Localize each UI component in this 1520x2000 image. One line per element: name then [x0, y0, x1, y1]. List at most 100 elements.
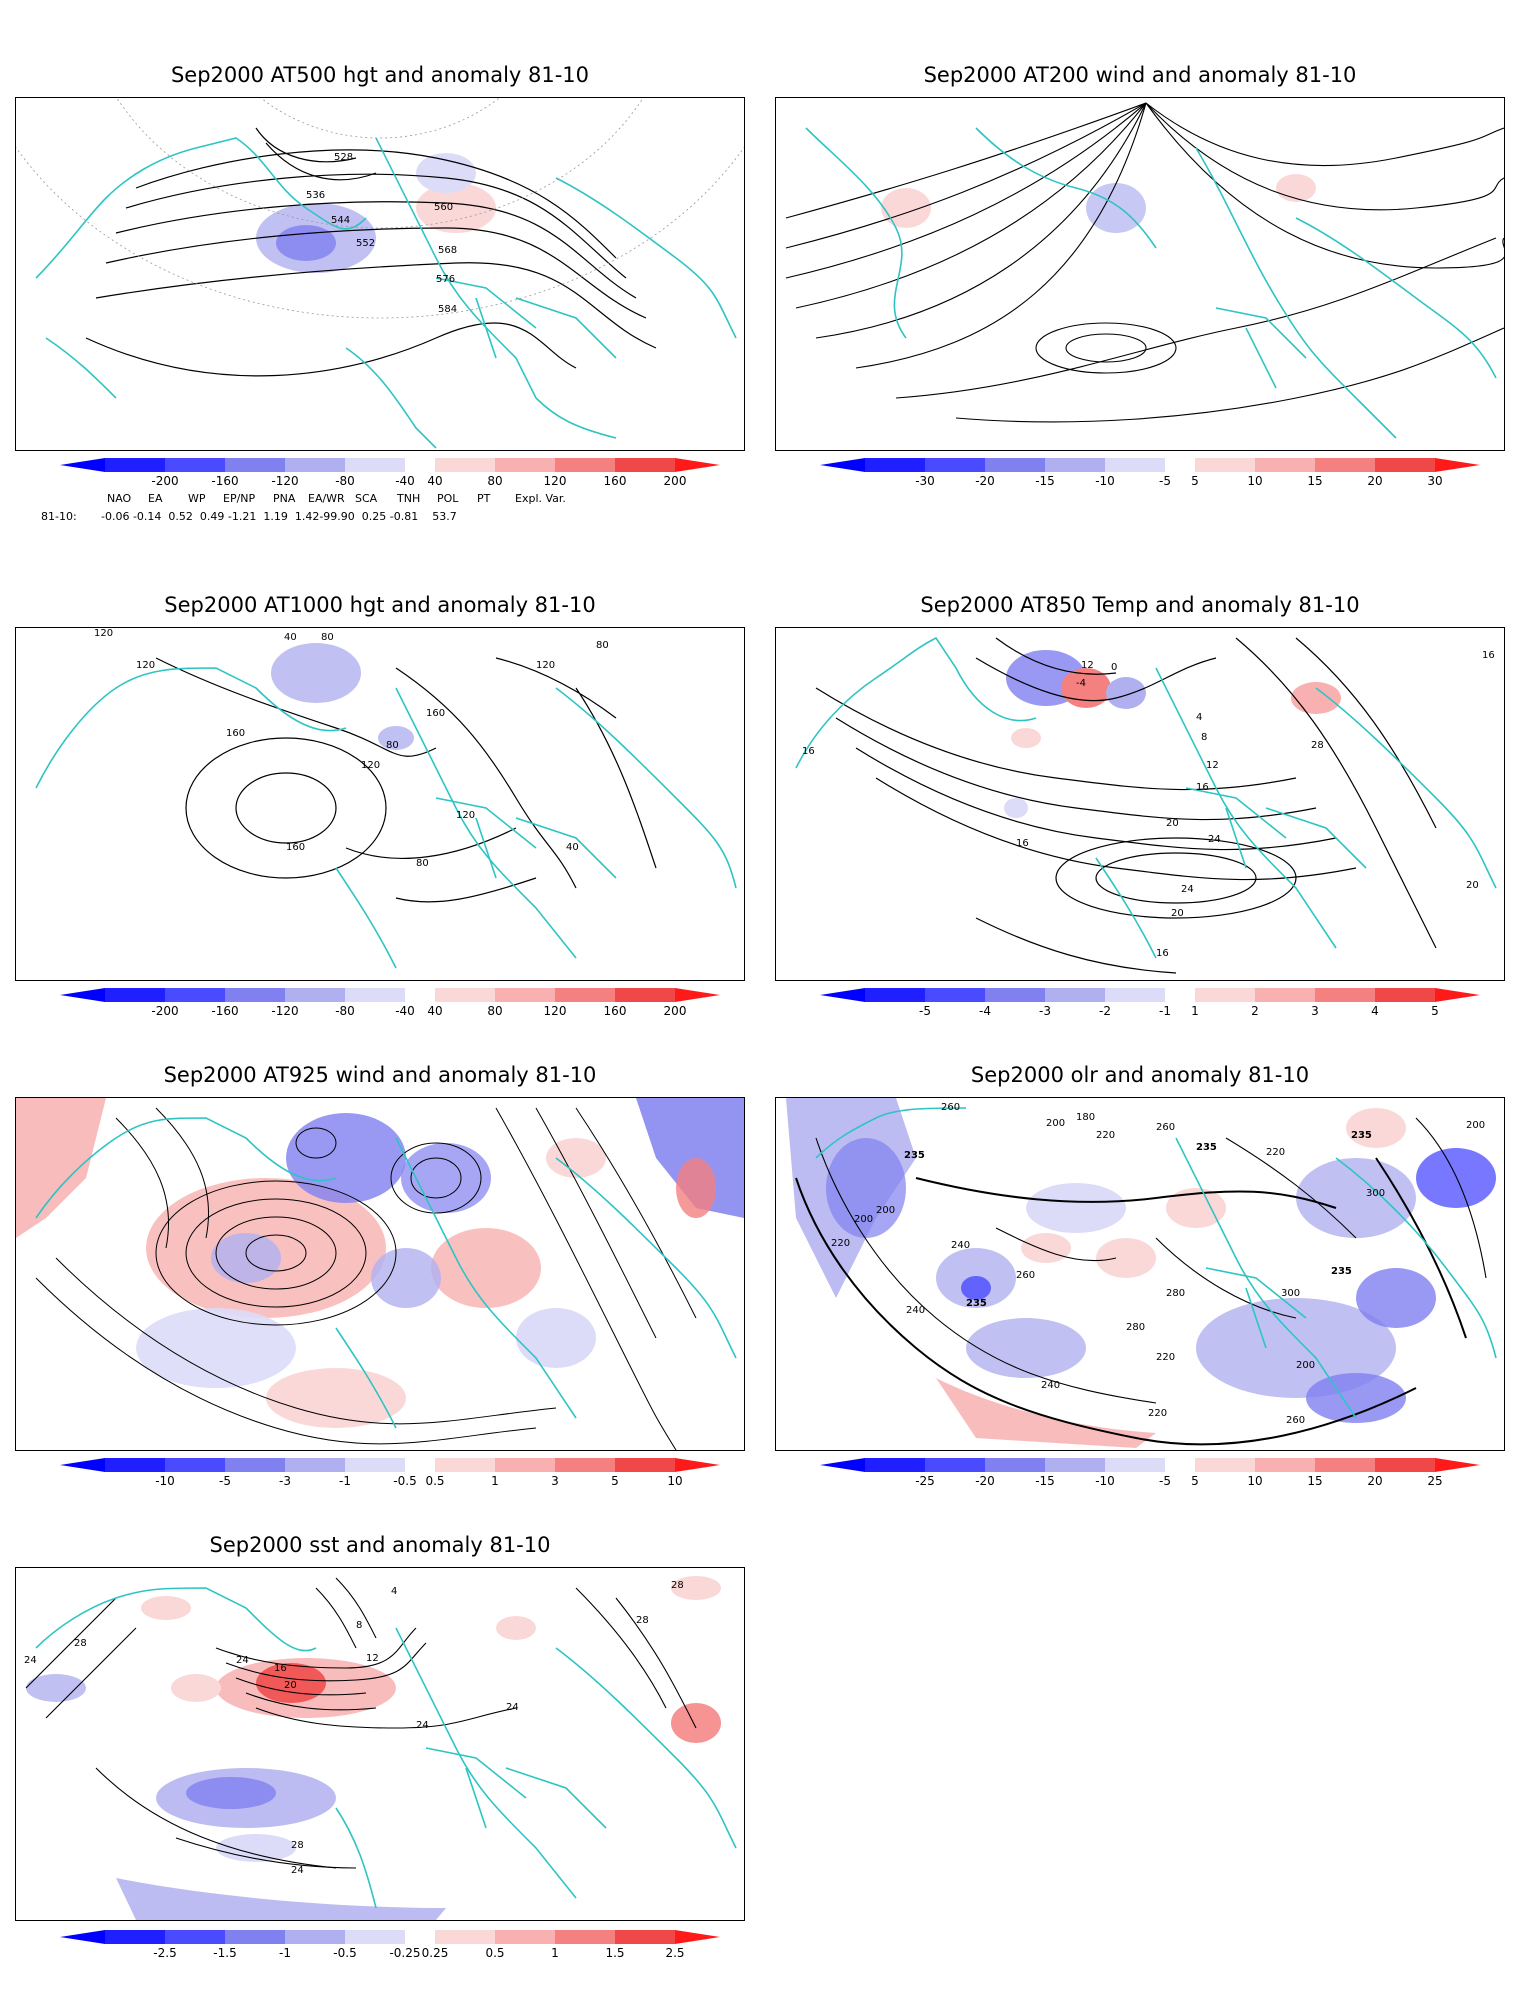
svg-text:528: 528 — [334, 152, 353, 163]
panel-title: Sep2000 AT500 hgt and anomaly 81-10 — [170, 63, 590, 87]
svg-text:8: 8 — [356, 1620, 362, 1631]
svg-text:260: 260 — [1286, 1415, 1305, 1426]
colorbar-labels: -25 -20 -15 -10 -5 5 10 15 20 25 — [915, 1474, 1443, 1488]
panel-title: Sep2000 sst and anomaly 81-10 — [209, 1533, 551, 1557]
map-at850: 16 12 0 -4 4 8 12 16 20 24 28 24 20 16 1… — [775, 627, 1505, 981]
svg-text:16: 16 — [802, 746, 815, 757]
svg-text:16: 16 — [1196, 782, 1209, 793]
svg-text:220: 220 — [1266, 1147, 1285, 1158]
svg-text:200: 200 — [1046, 1118, 1065, 1129]
tc-header: PNA — [273, 492, 296, 505]
svg-text:20: 20 — [1166, 818, 1179, 829]
svg-text:280: 280 — [1166, 1288, 1185, 1299]
tc-header: SCA — [355, 492, 378, 505]
colorbar: -25 -20 -15 -10 -5 5 10 15 20 25 — [820, 1458, 1480, 1488]
svg-text:160: 160 — [226, 728, 245, 739]
streamlines — [35, 1107, 697, 1450]
panel-title: Sep2000 AT1000 hgt and anomaly 81-10 — [164, 593, 596, 617]
svg-text:24: 24 — [291, 1865, 304, 1876]
colorbar: -2.5 -1.5 -1 -0.5 -0.25 0.25 0.5 1 1.5 2… — [60, 1930, 720, 1960]
svg-text:120: 120 — [361, 760, 380, 771]
grid-circles — [16, 98, 744, 319]
svg-text:4: 4 — [1196, 712, 1202, 723]
svg-text:200: 200 — [1296, 1360, 1315, 1371]
map-svg: 120 120 40 80 160 120 80 160 120 80 40 1… — [35, 628, 737, 969]
svg-text:28: 28 — [74, 1638, 87, 1649]
svg-text:80: 80 — [321, 632, 334, 643]
anomaly-shading — [786, 1098, 1496, 1448]
svg-text:200: 200 — [876, 1205, 895, 1216]
svg-text:80: 80 — [386, 740, 399, 751]
colorbar-swatches — [820, 988, 1480, 1002]
panel-at500: Sep2000 AT500 hgt and anomaly 81-10 — [15, 60, 745, 530]
svg-text:300: 300 — [1366, 1188, 1385, 1199]
svg-text:260: 260 — [941, 1102, 960, 1113]
svg-text:200: 200 — [1466, 1120, 1485, 1131]
panel-at925: Sep2000 AT925 wind and anomaly 81-10 — [15, 1060, 745, 1490]
svg-text:24: 24 — [1181, 884, 1194, 895]
contours — [155, 657, 657, 903]
svg-text:235: 235 — [904, 1150, 925, 1161]
svg-text:160: 160 — [286, 842, 305, 853]
svg-text:560: 560 — [434, 202, 453, 213]
svg-text:24: 24 — [24, 1655, 37, 1666]
colorbar-swatches — [820, 1458, 1480, 1472]
svg-text:220: 220 — [831, 1238, 850, 1249]
svg-text:235: 235 — [1196, 1142, 1217, 1153]
svg-text:120: 120 — [94, 628, 113, 639]
svg-text:536: 536 — [306, 190, 325, 201]
colorbar: -200 -160 -120 -80 -40 40 80 120 160 200 — [60, 988, 720, 1018]
svg-text:235: 235 — [966, 1298, 987, 1309]
svg-text:40: 40 — [566, 842, 579, 853]
svg-text:568: 568 — [438, 245, 457, 256]
map-at500: 528 536 544 552 560 568 576 584 — [15, 97, 745, 451]
svg-text:200: 200 — [854, 1214, 873, 1225]
map-sst: 28 24 28 24 16 20 12 8 4 24 28 24 28 24 — [15, 1567, 745, 1921]
svg-text:8: 8 — [1201, 732, 1207, 743]
anomaly-shading — [271, 643, 414, 750]
map-svg: 260 180 200 220 235 260 200 220 235 240 … — [786, 1098, 1497, 1448]
svg-text:24: 24 — [236, 1655, 249, 1666]
svg-text:120: 120 — [536, 660, 555, 671]
svg-text:576: 576 — [436, 274, 455, 285]
map-at1000: 120 120 40 80 160 120 80 160 120 80 40 1… — [15, 627, 745, 981]
svg-text:300: 300 — [1281, 1288, 1300, 1299]
colorbar: -30 -20 -15 -10 -5 5 10 15 20 30 — [820, 458, 1480, 488]
map-svg: 28 24 28 24 16 20 12 8 4 24 28 24 28 24 — [24, 1576, 737, 1920]
svg-text:544: 544 — [331, 215, 350, 226]
svg-text:0: 0 — [1111, 662, 1117, 673]
colorbar-labels: -10 -5 -3 -1 -0.5 0.5 1 3 5 10 — [155, 1474, 683, 1488]
anomaly-shading — [26, 1576, 721, 1920]
svg-text:28: 28 — [671, 1580, 684, 1591]
svg-text:584: 584 — [438, 304, 457, 315]
tc-header: Expl. Var. — [515, 492, 566, 505]
svg-text:20: 20 — [284, 1680, 297, 1691]
svg-text:16: 16 — [1482, 650, 1495, 661]
svg-text:16: 16 — [1156, 948, 1169, 959]
svg-text:12: 12 — [1206, 760, 1219, 771]
contours — [795, 1117, 1487, 1446]
contour-labels: 120 120 40 80 160 120 80 160 120 80 40 1… — [94, 628, 609, 869]
svg-text:260: 260 — [1156, 1122, 1175, 1133]
anomaly-shading — [256, 153, 496, 273]
svg-text:220: 220 — [1148, 1408, 1167, 1419]
panel-at850: Sep2000 AT850 Temp and anomaly 81-10 — [775, 590, 1505, 1020]
svg-text:160: 160 — [426, 708, 445, 719]
svg-text:235: 235 — [1331, 1266, 1352, 1277]
map-svg — [16, 1098, 744, 1450]
svg-text:20: 20 — [1466, 880, 1479, 891]
map-svg: 16 12 0 -4 4 8 12 16 20 24 28 24 20 16 1… — [795, 636, 1497, 974]
svg-text:80: 80 — [596, 640, 609, 651]
colorbar-swatches — [60, 458, 720, 472]
svg-text:280: 280 — [1126, 1322, 1145, 1333]
svg-text:80: 80 — [416, 858, 429, 869]
tc-row-label: 81-10: — [41, 510, 77, 523]
contours — [25, 1577, 697, 1869]
svg-text:120: 120 — [456, 810, 475, 821]
map-olr: 260 180 200 220 235 260 200 220 235 240 … — [775, 1097, 1505, 1451]
svg-text:240: 240 — [951, 1240, 970, 1251]
panel-at200: Sep2000 AT200 wind and anomaly 81-10 — [775, 60, 1505, 490]
coastlines — [35, 1587, 737, 1909]
tc-header: NAO — [107, 492, 132, 505]
teleconnection-table: NAO EA WP EP/NP PNA EA/WR SCA TNH POL PT… — [25, 492, 745, 528]
